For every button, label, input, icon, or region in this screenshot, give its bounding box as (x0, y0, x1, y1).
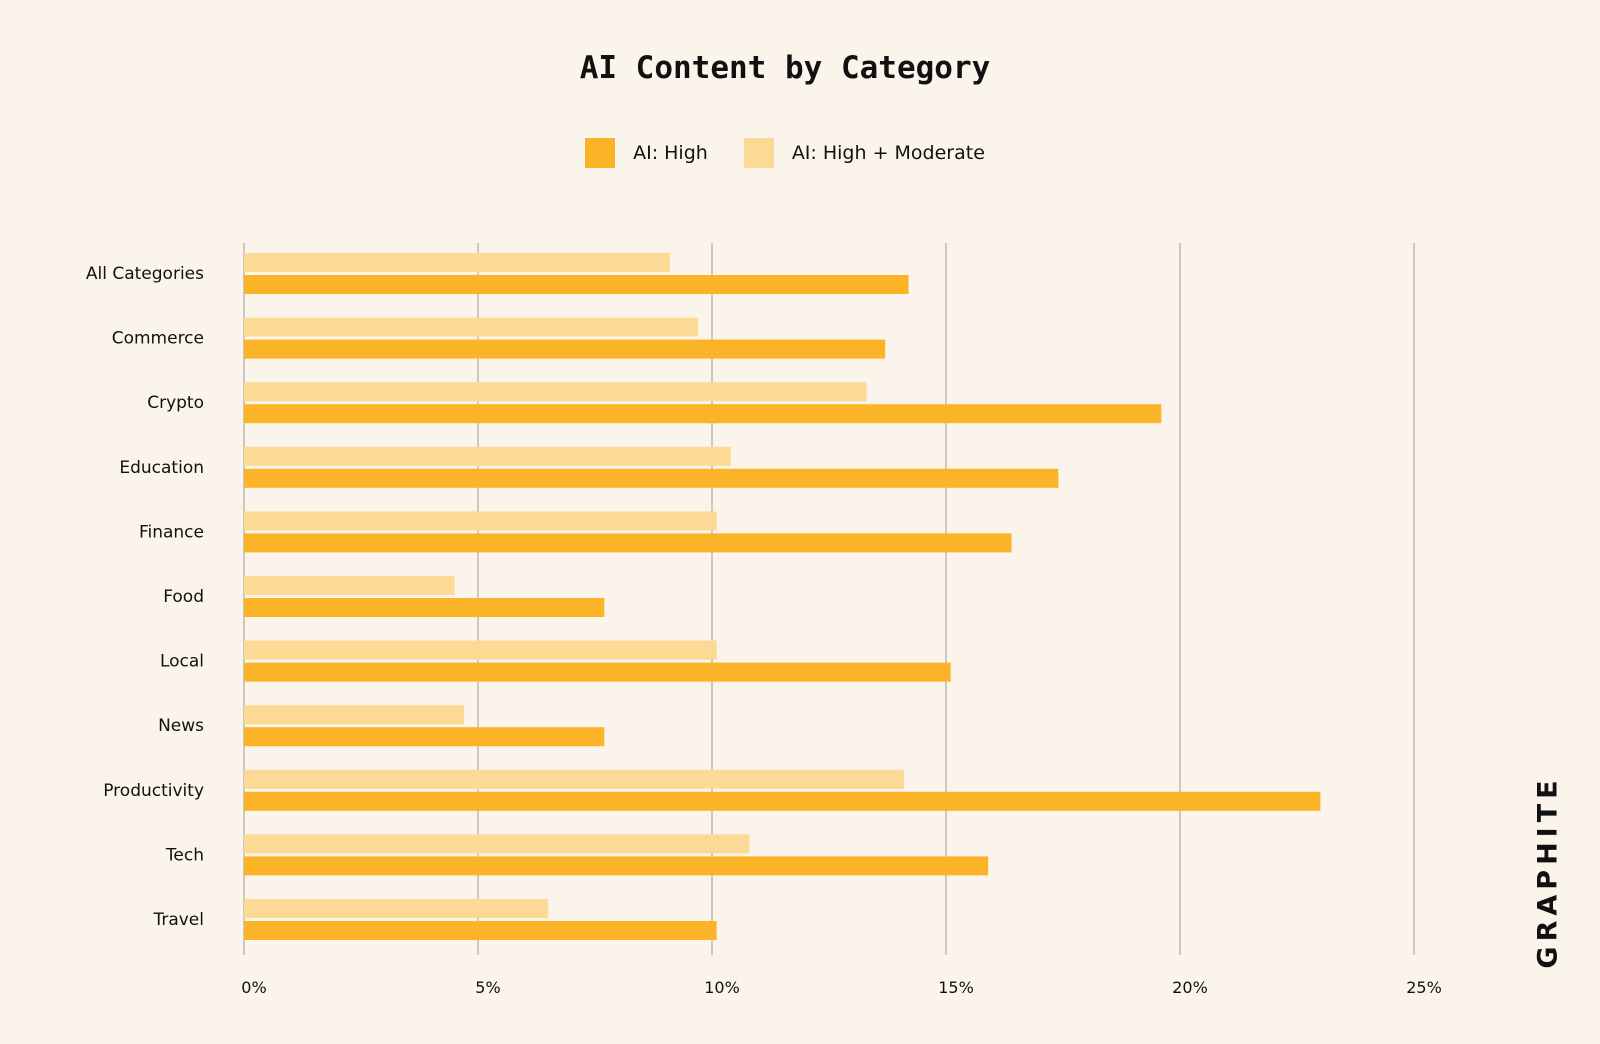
legend: AI: High AI: High + Moderate (0, 138, 1570, 168)
bar-high-moderate (244, 769, 904, 789)
y-category-label: Crypto (147, 393, 204, 413)
legend-swatch-high-moderate (743, 138, 774, 168)
bar-high-moderate (244, 511, 717, 531)
legend-swatch-high (585, 138, 616, 168)
x-tick-label: 10% (704, 978, 740, 997)
bar-high (244, 533, 1012, 553)
y-category-label: Productivity (103, 781, 204, 801)
bar-high (244, 339, 886, 359)
bar-high (244, 727, 605, 747)
bar-high (244, 468, 1059, 488)
y-category-label: Finance (139, 522, 204, 542)
y-category-label: Education (119, 458, 204, 478)
y-category-label: News (158, 716, 204, 736)
bar-high-moderate (244, 317, 698, 337)
bar-high-moderate (244, 253, 670, 272)
x-tick-label: 5% (475, 978, 500, 997)
bar-high-moderate (244, 705, 464, 725)
legend-entry-high-moderate: AI: High + Moderate (743, 138, 985, 168)
chart-title: AI Content by Category (579, 50, 991, 86)
x-tick-label: 0% (241, 978, 266, 997)
bar-high (244, 856, 989, 876)
y-category-label: Travel (152, 910, 204, 930)
x-tick-label: 25% (1406, 978, 1442, 997)
bar-high-moderate (244, 640, 717, 660)
y-category-label: Food (163, 587, 204, 607)
bar-high (244, 791, 1321, 811)
bar-high-moderate (244, 382, 867, 402)
bar-high (244, 662, 951, 682)
bar-high-moderate (244, 446, 731, 466)
graphite-logo: GRAPHITE (1532, 775, 1564, 969)
legend-entry-high: AI: High (585, 138, 708, 168)
x-tick-label: 20% (1172, 978, 1208, 997)
bar-high-moderate (244, 834, 750, 854)
bar-high (244, 598, 605, 617)
x-tick-label: 15% (938, 978, 974, 997)
bar-high-moderate (244, 576, 455, 595)
y-category-label: Commerce (112, 329, 204, 349)
legend-label-high: AI: High (633, 142, 708, 164)
legend-label-high-moderate: AI: High + Moderate (791, 142, 985, 164)
bar-high (244, 275, 909, 294)
y-category-label: Tech (165, 845, 204, 865)
bar-high (244, 921, 717, 940)
y-category-label: Local (160, 652, 204, 672)
bar-high-moderate (244, 899, 549, 918)
y-category-label: All Categories (86, 264, 204, 284)
bar-high (244, 404, 1162, 424)
